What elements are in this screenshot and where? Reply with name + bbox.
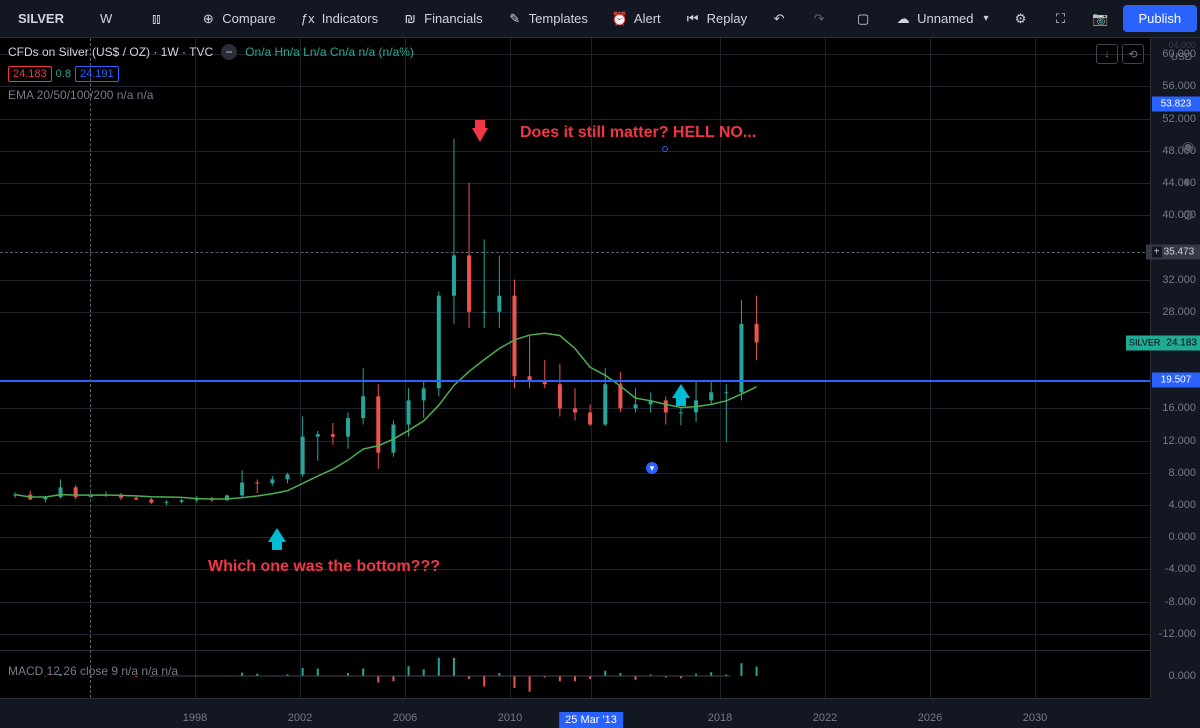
x-tick-label: 2010 [498, 712, 522, 724]
chart-area: Does it still matter? HELL NO... ▾ Which… [0, 38, 1200, 724]
instrument-title: CFDs on Silver (US$ / OZ) · 1W · TVC [8, 45, 213, 59]
indicators-button[interactable]: ƒxIndicators [290, 7, 388, 31]
x-tick-label: 2030 [1023, 712, 1047, 724]
price-box-1: 24.183 [8, 66, 52, 82]
tool-a-icon[interactable]: ◉ [1182, 138, 1194, 155]
layout-name[interactable]: ☁Unnamed▾ [885, 7, 998, 31]
x-highlight-tag: 25 Mar '13 [559, 712, 623, 728]
symbol-selector[interactable]: SILVER [8, 7, 74, 30]
crosshair-horizontal [0, 252, 1150, 253]
top-toolbar: SILVER W ⫾⫾ ⊕Compare ƒxIndicators ₪Finan… [0, 0, 1200, 38]
red-arrow-down-icon [472, 128, 488, 142]
x-tick-label: 2018 [708, 712, 732, 724]
y-tick-label: -4.000 [1165, 563, 1196, 575]
tool-c-icon[interactable]: ⚙ [1182, 207, 1195, 224]
price-tag-band: 53.823 [1152, 96, 1200, 111]
cyan-arrow-1-icon [268, 528, 286, 542]
y-tick-label: -12.000 [1159, 628, 1196, 640]
y-tick-label: 0.000 [1168, 531, 1196, 543]
price-change: 0.8 [56, 68, 71, 80]
snapshot-icon[interactable]: 📷 [1083, 7, 1119, 31]
macd-zero-label: 0.000 [1168, 670, 1196, 682]
x-tick-label: 1998 [183, 712, 207, 724]
fullscreen-icon[interactable]: ⛶ [1043, 7, 1079, 31]
chart-download-icon[interactable]: ↓ [1096, 44, 1118, 64]
legend-macd: MACD 12 26 close 9 n/a n/a n/a [8, 664, 178, 678]
compare-button[interactable]: ⊕Compare [190, 7, 285, 31]
x-tick-label: 2002 [288, 712, 312, 724]
x-tick-label: 2026 [918, 712, 942, 724]
ohlc-values: On/a Hn/a Ln/a Cn/a n/a (n/a%) [245, 45, 414, 59]
undo-button[interactable]: ↶ [761, 7, 797, 31]
y-tick-label: 8.000 [1168, 467, 1196, 479]
financials-button[interactable]: ₪Financials [392, 7, 493, 31]
price-tag-hline: 19.507 [1152, 373, 1200, 388]
right-toolbar: ◉ ◐ ⚙ [1178, 138, 1198, 224]
cyan-arrow-2-icon [672, 384, 690, 398]
time-axis[interactable]: 1998200220062010201820222026203025 Mar '… [0, 698, 1150, 724]
y-tick-label: 12.000 [1162, 435, 1196, 447]
annotation-bottom[interactable]: Which one was the bottom??? [208, 558, 440, 576]
y-tick-label: 32.000 [1162, 274, 1196, 286]
x-tick-label: 2022 [813, 712, 837, 724]
legend-title-row: CFDs on Silver (US$ / OZ) · 1W · TVC − O… [8, 44, 414, 60]
alert-button[interactable]: ⏰Alert [602, 7, 671, 31]
y-tick-label: 4.000 [1168, 499, 1196, 511]
settings-icon[interactable]: ⚙ [1003, 7, 1039, 31]
annotation-top[interactable]: Does it still matter? HELL NO... [520, 124, 756, 142]
price-box-2: 24.191 [75, 66, 119, 82]
y-tick-label: 28.000 [1162, 306, 1196, 318]
templates-button[interactable]: ✎Templates [497, 7, 598, 31]
horizontal-line-blue[interactable] [0, 380, 1150, 382]
layout-square-icon[interactable]: ▢ [845, 7, 881, 31]
chart-main[interactable]: Does it still matter? HELL NO... ▾ Which… [0, 38, 1150, 698]
chart-reset-icon[interactable]: ⟲ [1122, 44, 1144, 64]
blue-dot-icon: ▾ [646, 462, 658, 474]
y-tick-label: 60.000 [1162, 48, 1196, 60]
text-anchor-icon [662, 146, 668, 152]
chart-corner-buttons: ↓ ⟲ [1096, 44, 1144, 64]
y-tick-label: -8.000 [1165, 596, 1196, 608]
legend-ema: EMA 20/50/100/200 n/a n/a [8, 88, 153, 102]
publish-button[interactable]: Publish [1123, 5, 1198, 32]
replay-button[interactable]: ⏮Replay [675, 7, 757, 31]
y-tick-label: 56.000 [1162, 80, 1196, 92]
price-axis[interactable]: 04.000 USD 60.00056.00052.00048.00044.00… [1150, 38, 1200, 698]
y-tick-label: 16.000 [1162, 402, 1196, 414]
candles-icon[interactable]: ⫾⫾ [138, 7, 174, 31]
tool-b-icon[interactable]: ◐ [1184, 173, 1192, 189]
price-tag-crosshair: +35.473 [1146, 244, 1200, 259]
interval-selector[interactable]: W [90, 7, 122, 30]
legend-price-row: 24.183 0.8 24.191 [8, 66, 119, 82]
price-tag-current: SILVER24.183 [1126, 335, 1200, 350]
x-tick-label: 2006 [393, 712, 417, 724]
y-tick-label: 52.000 [1162, 113, 1196, 125]
crosshair-vertical [90, 38, 91, 698]
collapse-icon[interactable]: − [221, 44, 237, 60]
redo-button[interactable]: ↷ [801, 7, 837, 31]
